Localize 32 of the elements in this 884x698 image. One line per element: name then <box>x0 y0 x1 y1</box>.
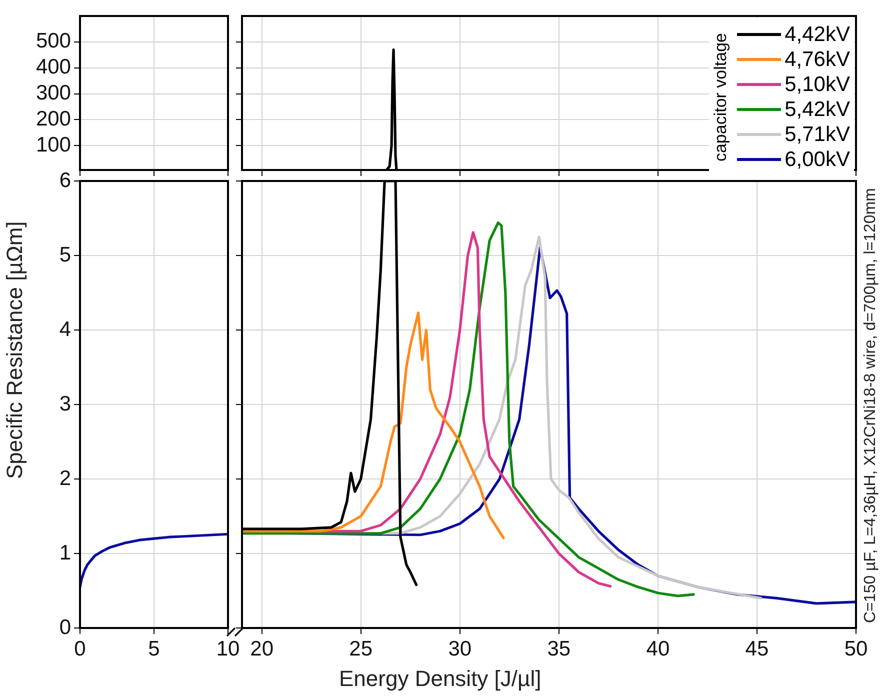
legend-label: 4,76kV <box>784 47 850 72</box>
x-axis-title: Energy Density [J/µl] <box>339 666 542 692</box>
y-tick-label: 300 <box>36 82 71 105</box>
legend-label: 5,42kV <box>784 97 850 122</box>
x-tick-label: 30 <box>448 637 472 660</box>
x-tick-label: 5 <box>148 637 160 660</box>
y-tick-label: 2 <box>59 466 71 490</box>
y-tick-label: 5 <box>59 243 71 266</box>
y-tick-label: 1 <box>59 541 71 564</box>
x-tick-label: 25 <box>349 637 373 660</box>
y-tick-label: 100 <box>36 133 71 156</box>
legend-label: 5,71kV <box>784 122 850 147</box>
y-tick-label: 200 <box>36 108 71 130</box>
y-tick-label: 6 <box>59 168 71 192</box>
x-tick-label: 20 <box>250 637 274 660</box>
text: C=150 µF, L=4,36µH, X12CrNi18-8 wire, d=700µm, l=120mm <box>862 188 880 622</box>
legend-label: 5,10kV <box>784 72 850 97</box>
legend-label: 6,00kV <box>784 147 850 172</box>
x-tick-label: 10 <box>216 637 240 660</box>
x-tick-label: 50 <box>844 637 868 660</box>
x-tick-label: 0 <box>74 637 86 660</box>
legend-title: capacitor voltage <box>710 32 731 162</box>
y-tick-label: 400 <box>36 56 71 79</box>
y-tick-label: 500 <box>36 30 71 53</box>
y-tick-label: 4 <box>59 318 72 341</box>
legend-label: 4,42kV <box>784 22 850 47</box>
y-tick-label: 0 <box>59 616 71 639</box>
x-tick-label: 45 <box>745 637 769 660</box>
y-tick-label: 3 <box>59 392 71 416</box>
x-tick-label: 40 <box>646 637 670 660</box>
x-tick-label: 35 <box>547 637 571 660</box>
y-axis-title: Specific Resistance [µΩm] <box>2 221 28 479</box>
